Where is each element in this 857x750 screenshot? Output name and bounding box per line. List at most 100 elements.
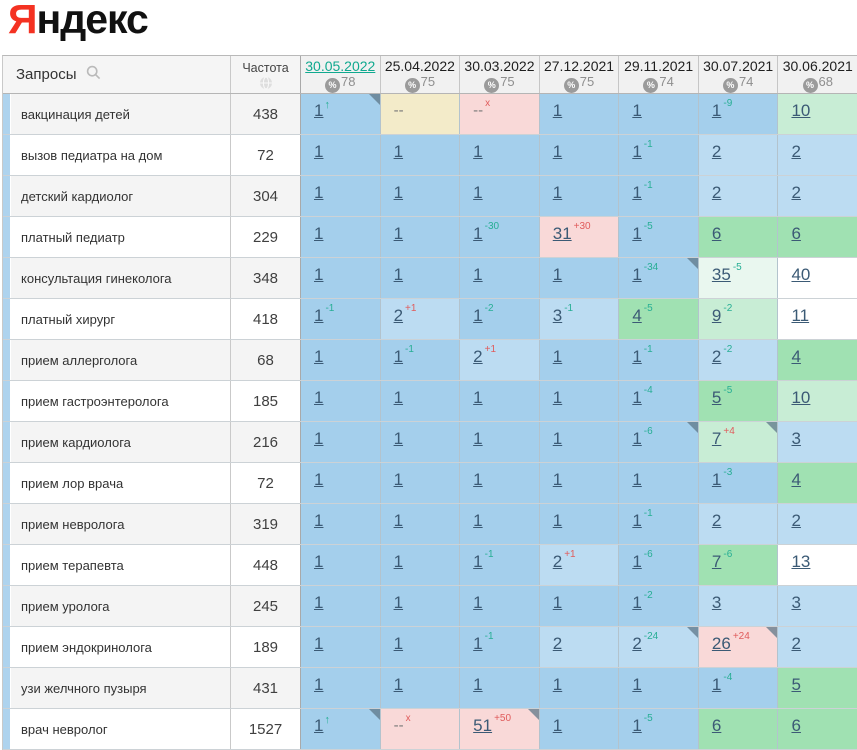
query-cell[interactable]: прием лор врача <box>11 463 231 503</box>
position-value[interactable]: 1 <box>393 347 404 366</box>
position-value[interactable]: 2 <box>711 347 722 366</box>
position-value[interactable]: 1 <box>314 306 324 325</box>
position-value[interactable]: 2 <box>552 634 563 653</box>
query-cell[interactable]: узи желчного пузыря <box>11 668 231 708</box>
position-value[interactable]: 1 <box>552 470 563 489</box>
position-value[interactable]: 7 <box>711 429 722 448</box>
date-label[interactable]: 30.03.2022 <box>464 57 535 74</box>
position-value[interactable]: 2 <box>632 634 642 653</box>
position-value[interactable]: 7 <box>711 552 722 571</box>
date-label[interactable]: 30.07.2021 <box>703 57 774 74</box>
position-value[interactable]: 1 <box>314 511 324 530</box>
position-value[interactable]: 1 <box>473 224 483 243</box>
position-value[interactable]: 35 <box>711 265 731 284</box>
position-value[interactable]: 1 <box>711 675 722 694</box>
position-value[interactable]: 1 <box>393 183 404 202</box>
position-value[interactable]: 1 <box>632 511 642 530</box>
position-value[interactable]: 2 <box>393 306 404 325</box>
position-value[interactable]: 1 <box>552 183 563 202</box>
date-label[interactable]: 30.06.2021 <box>782 57 853 74</box>
date-label[interactable]: 29.11.2021 <box>624 57 694 74</box>
date-column-header[interactable]: 30.06.2021% 68 <box>778 56 857 93</box>
position-value[interactable]: 1 <box>314 142 324 161</box>
queries-header-cell[interactable]: Запросы <box>3 56 231 93</box>
query-cell[interactable]: прием невролога <box>11 504 231 544</box>
position-value[interactable]: 1 <box>473 593 483 612</box>
date-column-header[interactable]: 25.04.2022% 75 <box>380 56 461 93</box>
position-value[interactable]: 1 <box>632 716 642 735</box>
position-value[interactable]: 1 <box>473 634 483 653</box>
position-value[interactable]: 1 <box>393 224 404 243</box>
query-cell[interactable]: прием кардиолога <box>11 422 231 462</box>
position-value[interactable]: 3 <box>791 429 801 448</box>
position-value[interactable]: 2 <box>711 142 722 161</box>
position-value[interactable]: 1 <box>314 593 324 612</box>
position-value[interactable]: 3 <box>552 306 563 325</box>
position-value[interactable]: 1 <box>314 265 324 284</box>
position-value[interactable]: 1 <box>552 511 563 530</box>
position-value[interactable]: 3 <box>791 593 801 612</box>
position-value[interactable]: 1 <box>473 306 483 325</box>
position-value[interactable]: 1 <box>632 470 642 489</box>
position-value[interactable]: 1 <box>314 429 324 448</box>
position-value[interactable]: 1 <box>632 183 642 202</box>
position-value[interactable]: 2 <box>711 183 722 202</box>
position-value[interactable]: 1 <box>632 675 642 694</box>
position-value[interactable]: 1 <box>314 183 324 202</box>
position-value[interactable]: 1 <box>314 634 324 653</box>
position-value[interactable]: 2 <box>791 511 801 530</box>
position-value[interactable]: 1 <box>393 265 404 284</box>
position-value[interactable]: 1 <box>393 470 404 489</box>
position-value[interactable]: 1 <box>393 511 404 530</box>
position-value[interactable]: 6 <box>791 716 801 735</box>
position-value[interactable]: 1 <box>393 429 404 448</box>
position-value[interactable]: 1 <box>632 593 642 612</box>
date-column-header[interactable]: 27.12.2021% 75 <box>539 56 620 93</box>
position-value[interactable]: 1 <box>632 429 642 448</box>
position-value[interactable]: 10 <box>791 388 811 407</box>
query-cell[interactable]: вызов педиатра на дом <box>11 135 231 175</box>
position-value[interactable]: 2 <box>791 634 801 653</box>
position-value[interactable]: 2 <box>473 347 483 366</box>
position-value[interactable]: 1 <box>552 593 563 612</box>
position-value[interactable]: 1 <box>473 388 483 407</box>
position-value[interactable]: 1 <box>711 470 722 489</box>
position-value[interactable]: 1 <box>632 224 642 243</box>
query-cell[interactable]: прием эндокринолога <box>11 627 231 667</box>
position-value[interactable]: 1 <box>314 716 324 735</box>
position-value[interactable]: 3 <box>711 593 722 612</box>
position-value[interactable]: 5 <box>791 675 801 694</box>
position-value[interactable]: 1 <box>393 388 404 407</box>
query-cell[interactable]: платный педиатр <box>11 217 231 257</box>
date-column-header[interactable]: 29.11.2021% 74 <box>619 56 699 93</box>
position-value[interactable]: 1 <box>632 388 642 407</box>
position-value[interactable]: 1 <box>314 101 324 120</box>
position-value[interactable]: 1 <box>552 716 563 735</box>
query-cell[interactable]: консультация гинеколога <box>11 258 231 298</box>
date-label[interactable]: 25.04.2022 <box>384 57 455 74</box>
position-value[interactable]: 1 <box>393 593 404 612</box>
position-value[interactable]: 1 <box>632 101 642 120</box>
query-cell[interactable]: прием гастроэнтеролога <box>11 381 231 421</box>
position-value[interactable]: 4 <box>632 306 642 325</box>
query-cell[interactable]: прием терапевта <box>11 545 231 585</box>
date-column-header[interactable]: 30.07.2021% 74 <box>698 56 779 93</box>
position-value[interactable]: 2 <box>791 183 801 202</box>
position-value[interactable]: 1 <box>473 265 483 284</box>
position-value[interactable]: 1 <box>314 388 324 407</box>
position-value[interactable]: 1 <box>711 101 722 120</box>
search-icon[interactable] <box>86 65 101 84</box>
position-value[interactable]: 1 <box>552 388 563 407</box>
query-cell[interactable]: врач невролог <box>11 709 231 749</box>
position-value[interactable]: 1 <box>314 470 324 489</box>
position-value[interactable]: 13 <box>791 552 811 571</box>
position-value[interactable]: 1 <box>473 552 483 571</box>
position-value[interactable]: 1 <box>473 511 483 530</box>
date-label[interactable]: 30.05.2022 <box>305 57 376 74</box>
position-value[interactable]: 6 <box>791 224 801 243</box>
position-value[interactable]: 4 <box>791 347 801 366</box>
date-column-header[interactable]: 30.03.2022% 75 <box>460 56 540 93</box>
position-value[interactable]: 6 <box>711 224 722 243</box>
position-value[interactable]: 5 <box>711 388 722 407</box>
position-value[interactable]: 1 <box>473 675 483 694</box>
